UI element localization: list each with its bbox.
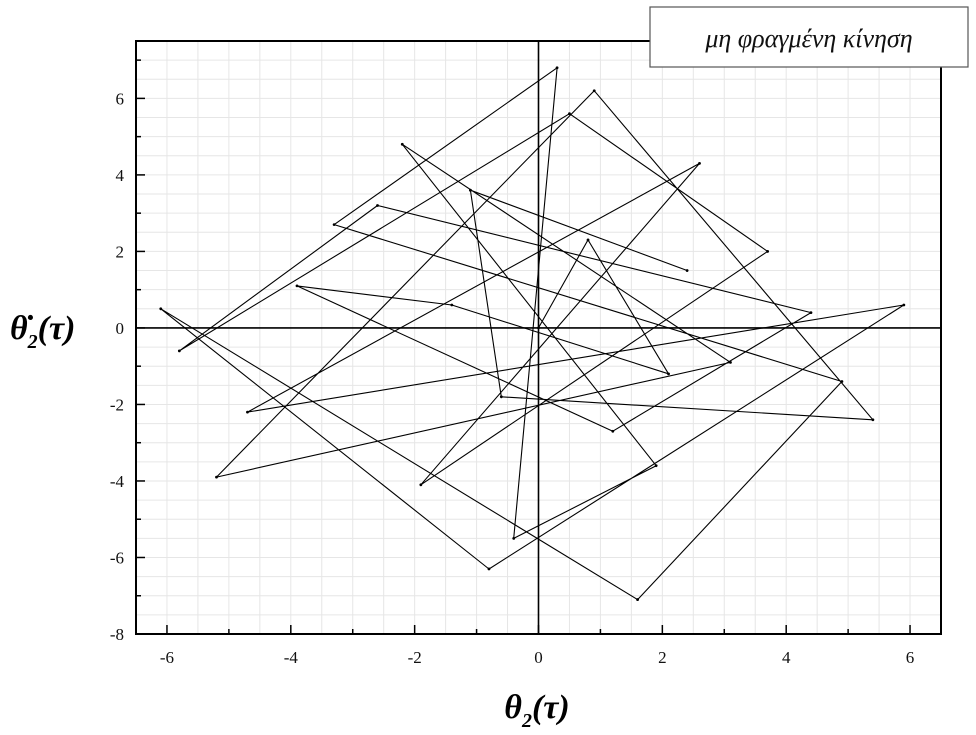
trajectory-point (871, 418, 875, 422)
trajectory-point (487, 567, 491, 571)
trajectory-point (667, 372, 670, 376)
x-tick-label: 6 (906, 648, 915, 667)
trajectory-point (568, 112, 571, 116)
x-tick-label: 0 (534, 648, 543, 667)
trajectory-point (376, 204, 379, 207)
x-tick-label: -4 (284, 648, 299, 667)
trajectory-point (215, 475, 218, 479)
trajectory-point (586, 238, 590, 242)
x-axis-suffix: (τ) (532, 689, 570, 726)
x-tick-label: -6 (160, 648, 174, 667)
x-tick-label: 4 (782, 648, 791, 667)
trajectory-point (468, 188, 472, 192)
trajectory-point (177, 349, 181, 353)
x-tick-label: 2 (658, 648, 667, 667)
trajectory-point (555, 66, 559, 70)
trajectory-point (902, 303, 906, 307)
legend-frame (649, 6, 969, 68)
y-tick-label: 0 (116, 319, 125, 338)
y-axis-subscript: 2 (27, 331, 38, 353)
trajectory-point (592, 89, 596, 93)
trajectory-point (499, 395, 503, 399)
x-axis-subscript: 2 (521, 710, 532, 732)
trajectory-point (332, 223, 336, 227)
zero-lines (136, 41, 941, 634)
x-axis-title: θ2(τ) (504, 689, 569, 732)
trajectory-point (729, 360, 732, 364)
x-axis-symbol: θ (504, 689, 522, 726)
trajectory-point (685, 269, 689, 272)
trajectory-point (159, 307, 163, 311)
y-tick-label: 2 (116, 242, 125, 261)
y-axis-title: θ̇2(τ) (10, 310, 75, 353)
trajectory-point (766, 250, 770, 253)
trajectory-point (809, 311, 813, 315)
x-axis-ticks: -6 -4 -2 0 2 4 6 (160, 625, 914, 667)
trajectory-line (160, 67, 905, 601)
trajectory-point (698, 162, 701, 165)
trajectory-point (636, 598, 639, 601)
trajectory-point (450, 303, 454, 307)
trajectory-point (419, 483, 423, 487)
y-tick-label: -6 (110, 548, 124, 567)
x-tick-label: -2 (408, 648, 422, 667)
trajectory-point (654, 464, 658, 468)
trajectory-point (295, 284, 299, 288)
y-tick-label: -4 (110, 472, 125, 491)
y-axis-ticks: -8 -6 -4 -2 0 2 4 6 (110, 59, 145, 644)
y-tick-label: -2 (110, 395, 124, 414)
trajectory-series (159, 66, 906, 601)
legend-label: μη φραγμένη κίνηση (704, 24, 912, 53)
trajectory-point (400, 142, 404, 146)
trajectory-point (611, 429, 615, 433)
y-tick-label: -8 (110, 625, 124, 644)
y-tick-label: 4 (116, 166, 125, 185)
y-axis-suffix: (τ) (38, 310, 76, 347)
trajectory-point (246, 410, 249, 414)
legend-box: μη φραγμένη κίνηση (649, 6, 969, 68)
y-tick-label: 6 (116, 89, 125, 108)
trajectory-point (840, 380, 844, 383)
trajectory-point (512, 536, 516, 540)
